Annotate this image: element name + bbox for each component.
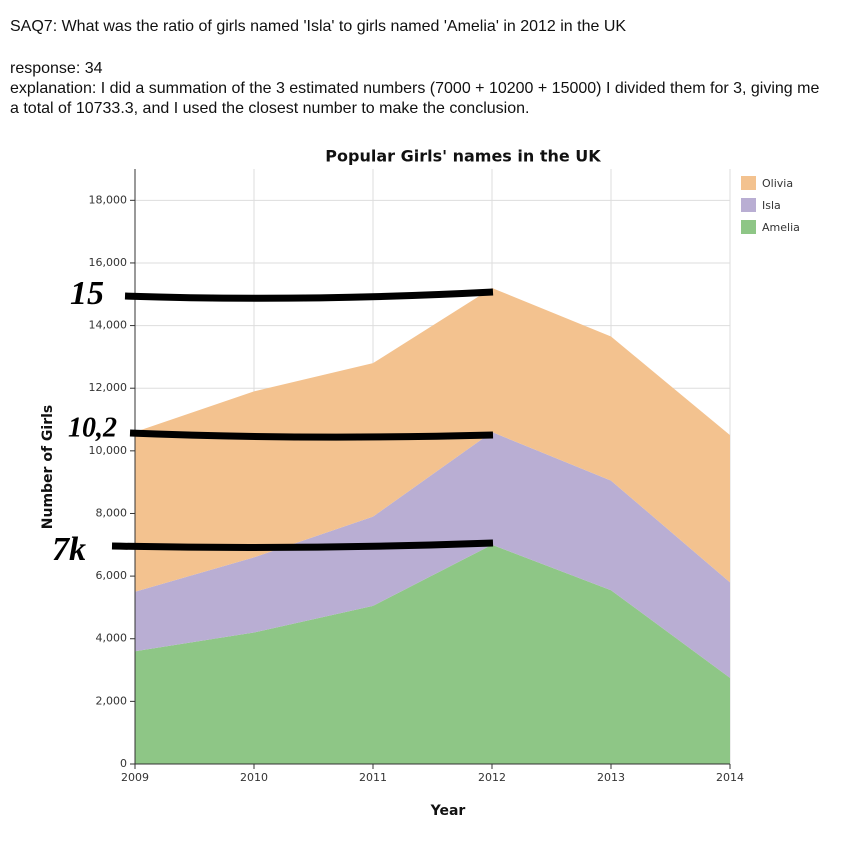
y-tick-label: 14,000 (89, 319, 128, 332)
y-tick-label: 16,000 (89, 256, 128, 269)
y-tick-label: 6,000 (96, 569, 128, 582)
y-tick-label: 18,000 (89, 193, 128, 206)
area (135, 432, 730, 678)
x-tick-label: 2013 (597, 771, 625, 784)
area (135, 288, 730, 592)
legend-label: Isla (762, 199, 781, 212)
annotation: 7k (52, 531, 86, 568)
y-tick-label: 4,000 (96, 632, 128, 645)
areas (135, 288, 730, 764)
x-tick-label: 2014 (716, 771, 744, 784)
y-tick-label: 2,000 (96, 694, 128, 707)
area (135, 544, 730, 764)
y-tick-label: 12,000 (89, 381, 128, 394)
explanation: explanation: I did a summation of the 3 … (10, 80, 820, 117)
y-axis-label: Number of Girls (40, 405, 56, 529)
y-tick-label: 10,000 (89, 444, 128, 457)
x-tick-label: 2010 (240, 771, 268, 784)
question: SAQ7: What was the ratio of girls named … (10, 18, 627, 35)
annotations: 15 10,2 7k (52, 275, 494, 568)
legend-label: Olivia (762, 177, 793, 190)
x-tick-label: 2011 (359, 771, 387, 784)
legend-swatch (741, 198, 756, 212)
x-axis-label: Year (430, 803, 466, 819)
y-tick-label: 0 (120, 757, 127, 770)
scribble-line (129, 429, 494, 441)
y-tick-label: 8,000 (96, 506, 128, 519)
annotation: 10,2 (68, 412, 117, 443)
annotation: 15 (70, 275, 104, 312)
legend-swatch (741, 176, 756, 190)
chart-title: Popular Girls' names in the UK (325, 147, 601, 166)
x-tick-label: 2012 (478, 771, 506, 784)
x-tick-label: 2009 (121, 771, 149, 784)
response: response: 34 (10, 60, 103, 77)
scribble-line (111, 539, 494, 551)
legend-swatch (741, 220, 756, 234)
legend-label: Amelia (762, 221, 800, 234)
scribble-line (124, 288, 494, 302)
